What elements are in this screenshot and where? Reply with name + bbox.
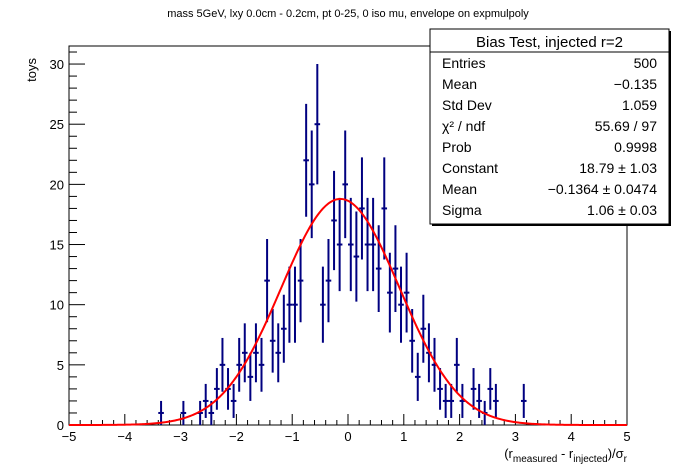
histogram-bin xyxy=(370,197,376,292)
x-axis-label-part: (r xyxy=(504,446,513,461)
x-axis-label-sub: r xyxy=(624,454,628,465)
stats-row-label: Mean xyxy=(442,76,477,92)
histogram-bin xyxy=(258,337,265,392)
x-tick-label: 4 xyxy=(568,429,575,444)
histogram-bin xyxy=(180,400,187,425)
y-tick-label: 25 xyxy=(50,117,64,132)
histogram-bin xyxy=(275,323,282,383)
histogram-bin xyxy=(336,197,343,292)
stats-row-value: −0.1364 ± 0.0474 xyxy=(548,181,657,197)
stats-row-label: Mean xyxy=(442,181,477,197)
histogram-bin xyxy=(219,337,226,392)
histogram-bin xyxy=(392,225,399,312)
x-tick-label: −4 xyxy=(117,429,132,444)
histogram-bin xyxy=(325,238,332,323)
stats-row-value: 1.059 xyxy=(622,97,657,113)
histogram-bin xyxy=(241,323,248,383)
stats-row-value: 55.69 / 97 xyxy=(595,118,657,134)
x-tick-label: 5 xyxy=(623,429,630,444)
histogram-bin xyxy=(359,157,365,260)
histogram-bin xyxy=(487,368,494,410)
histogram-bin xyxy=(454,337,460,392)
histogram-bin xyxy=(286,266,293,343)
chart-title: mass 5GeV, lxy 0.0cm - 0.2cm, pt 0-25, 0… xyxy=(167,8,529,20)
histogram-bin xyxy=(230,383,237,418)
histogram-bin xyxy=(476,383,482,418)
y-tick-label: 10 xyxy=(50,298,64,313)
x-tick-label: −3 xyxy=(173,429,188,444)
x-axis-label-sub: injected xyxy=(573,454,607,465)
x-tick-label: −1 xyxy=(285,429,300,444)
stats-row-value: 1.06 ± 0.03 xyxy=(587,202,657,218)
histogram-bin xyxy=(381,157,388,260)
x-tick-label: −2 xyxy=(229,429,244,444)
histogram-bin xyxy=(292,266,298,343)
stats-row-label: Constant xyxy=(442,160,498,176)
histogram-bin xyxy=(493,383,499,418)
x-axis-label-part: - r xyxy=(557,446,574,461)
histogram-bin xyxy=(269,308,276,373)
stats-row-value: 500 xyxy=(634,55,658,71)
histogram-bin xyxy=(348,197,354,292)
histogram-bin xyxy=(264,238,270,323)
histogram-bin xyxy=(437,368,443,410)
stats-row-value: 0.9998 xyxy=(614,139,657,155)
histogram-bin xyxy=(420,294,427,363)
histogram-bin xyxy=(409,308,415,373)
histogram-bin xyxy=(520,383,527,418)
histogram-bin xyxy=(236,337,242,392)
y-tick-label: 5 xyxy=(57,358,64,373)
svg-text:(rmeasured - rinjected)/σr: (rmeasured - rinjected)/σr xyxy=(504,446,627,465)
histogram-bin xyxy=(281,294,287,363)
stats-row-value: −0.135 xyxy=(614,76,657,92)
histogram-bin xyxy=(353,211,360,302)
histogram-bin xyxy=(442,383,449,418)
histogram-bin xyxy=(158,400,164,425)
histogram-bin xyxy=(320,266,326,343)
fit-curve-group xyxy=(69,197,627,426)
x-tick-label: 0 xyxy=(344,429,351,444)
y-tick-label: 15 xyxy=(50,238,64,253)
histogram-bin xyxy=(308,130,315,239)
y-tick-label: 0 xyxy=(57,418,64,433)
histogram-bin xyxy=(448,383,455,418)
histogram-bin xyxy=(247,352,254,401)
histogram-bin xyxy=(342,130,348,239)
stats-row-label: Sigma xyxy=(442,202,482,218)
y-tick-label: 30 xyxy=(50,57,64,72)
y-tick-label: 20 xyxy=(50,177,64,192)
plot-axes: −5 −4 −3 −2 −1 0 1 2 3 4 5 0 5 10 15 20 25 30 xyxy=(50,45,631,444)
histogram-bin xyxy=(253,323,259,383)
stats-box: Bias Test, injected r=2 Entries 500 Mean −0.… xyxy=(429,28,671,226)
histogram-bin xyxy=(202,383,209,418)
stats-row-label: χ² / ndf xyxy=(442,118,485,134)
x-tick-label: 2 xyxy=(456,429,463,444)
histogram-bin xyxy=(297,238,304,323)
histogram-bin xyxy=(414,352,421,401)
x-axis-label-sub: measured xyxy=(513,454,557,465)
histogram-bin xyxy=(314,64,321,185)
x-axis-label: (rmeasured - rinjected)/σr xyxy=(504,446,627,465)
histogram-bin xyxy=(470,368,477,410)
histogram-bin xyxy=(303,103,309,217)
stats-row-label: Entries xyxy=(442,55,486,71)
y-axis-label-group: toys xyxy=(24,58,39,82)
x-axis-label-part: )/σ xyxy=(608,446,624,461)
y-axis-label: toys xyxy=(24,58,39,82)
stats-box-frame xyxy=(429,28,670,225)
x-tick-label: −5 xyxy=(62,429,77,444)
stats-row-label: Std Dev xyxy=(442,97,492,113)
histogram-bin xyxy=(214,368,220,410)
histogram-bin xyxy=(364,197,371,292)
histogram-bin xyxy=(403,252,410,333)
stats-row-value: 18.79 ± 1.03 xyxy=(579,160,657,176)
histogram-bin xyxy=(398,266,404,343)
stats-box-title: Bias Test, injected r=2 xyxy=(476,34,623,51)
x-tick-label: 3 xyxy=(512,429,519,444)
x-tick-label: 1 xyxy=(400,429,407,444)
fit-curve xyxy=(69,197,627,426)
histogram-bin xyxy=(331,170,337,271)
stats-row-label: Prob xyxy=(442,139,472,155)
